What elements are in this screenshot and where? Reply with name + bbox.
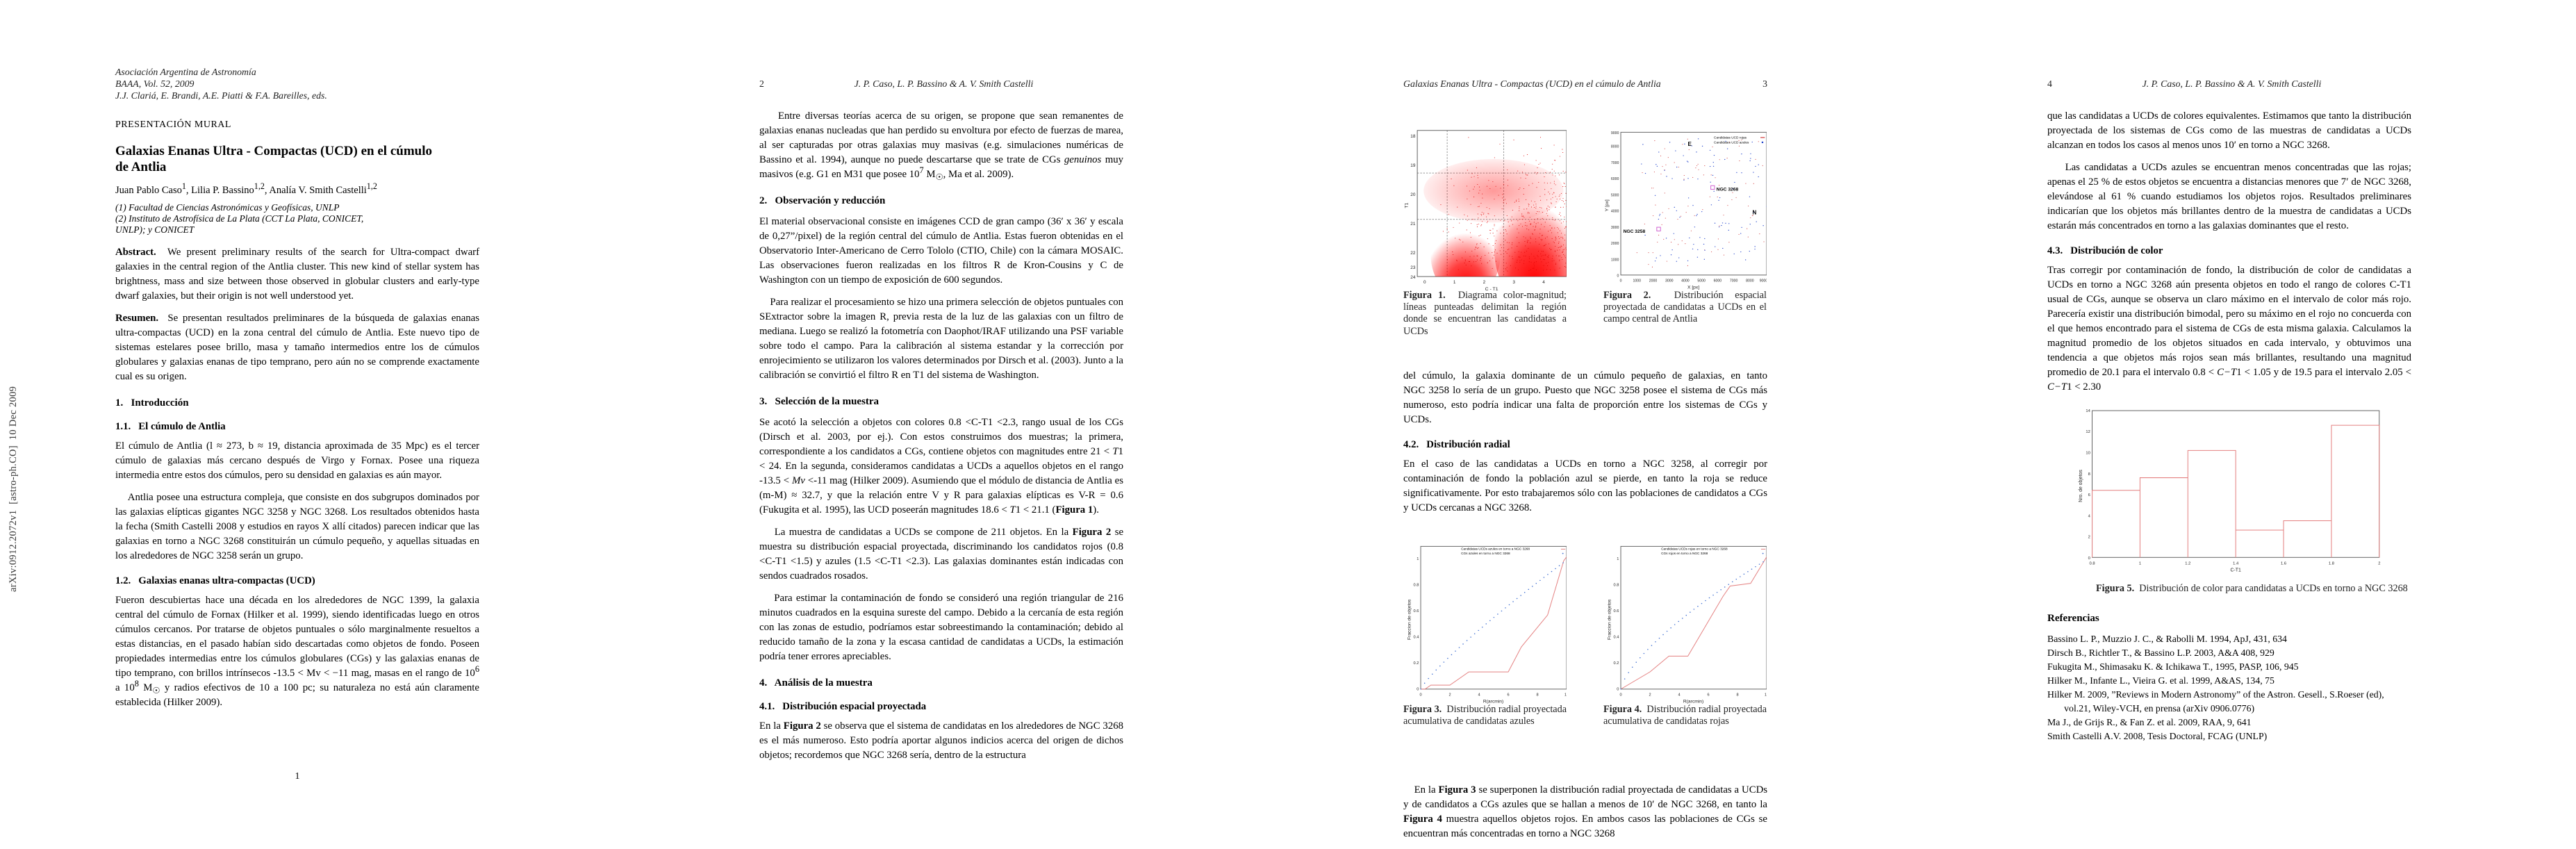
svg-text:5000: 5000	[1697, 279, 1706, 283]
svg-text:0: 0	[1619, 693, 1621, 698]
svg-text:8: 8	[1536, 693, 1538, 698]
svg-text:0: 0	[1617, 274, 1619, 279]
svg-text:C-T1: C-T1	[2231, 568, 2241, 572]
svg-text:2: 2	[1649, 693, 1651, 698]
svg-text:T1: T1	[1404, 202, 1409, 208]
svg-text:3000: 3000	[1665, 279, 1674, 283]
svg-text:14: 14	[2086, 409, 2090, 413]
svg-text:0.8: 0.8	[1414, 584, 1419, 588]
svg-text:1000: 1000	[1633, 279, 1641, 283]
svg-text:1: 1	[1417, 557, 1419, 561]
svg-text:0: 0	[1620, 279, 1622, 283]
svg-text:0.6: 0.6	[1614, 609, 1619, 613]
svg-text:6: 6	[2088, 493, 2090, 497]
svg-text:Fraccion de objetos: Fraccion de objetos	[1407, 599, 1412, 640]
svg-text:4000: 4000	[1611, 210, 1619, 214]
svg-text:3: 3	[1512, 280, 1515, 285]
svg-text:6000: 6000	[1611, 177, 1619, 181]
svg-text:NGC 3258: NGC 3258	[1624, 229, 1646, 234]
svg-text:24: 24	[1410, 275, 1416, 280]
svg-text:0.4: 0.4	[1414, 636, 1419, 640]
svg-text:E: E	[1688, 141, 1692, 147]
svg-text:1: 1	[2139, 561, 2141, 566]
svg-text:20: 20	[1410, 192, 1416, 197]
svg-text:Candidatas UCDs azules en torn: Candidatas UCDs azules en torno a NGC 32…	[1461, 547, 1530, 552]
svg-text:4: 4	[1678, 693, 1680, 698]
svg-text:8000: 8000	[1746, 279, 1754, 283]
svg-text:5000: 5000	[1611, 193, 1619, 197]
svg-text:12: 12	[2086, 430, 2090, 434]
svg-text:0: 0	[1423, 280, 1426, 285]
svg-text:0.8: 0.8	[2090, 561, 2095, 566]
svg-text:0.8: 0.8	[1614, 584, 1619, 588]
svg-text:6: 6	[1707, 693, 1709, 698]
svg-text:1.4: 1.4	[2233, 561, 2239, 566]
svg-text:1: 1	[1617, 557, 1619, 561]
svg-text:7000: 7000	[1730, 279, 1738, 283]
svg-text:7000: 7000	[1611, 161, 1619, 165]
svg-text:2000: 2000	[1649, 279, 1658, 283]
svg-text:10: 10	[2086, 451, 2090, 455]
svg-text:Fraccion de objetos: Fraccion de objetos	[1608, 599, 1612, 640]
svg-text:0.2: 0.2	[1614, 661, 1619, 666]
svg-text:4000: 4000	[1681, 279, 1690, 283]
svg-text:Y [px]: Y [px]	[1605, 199, 1610, 211]
svg-text:Candidates UCD azules: Candidates UCD azules	[1714, 140, 1749, 145]
svg-text:4: 4	[1478, 693, 1480, 698]
svg-text:21: 21	[1410, 222, 1416, 226]
svg-text:3000: 3000	[1611, 226, 1619, 230]
svg-text:8: 8	[1736, 693, 1738, 698]
svg-text:N: N	[1752, 209, 1756, 215]
svg-text:Nro. de objetos: Nro. de objetos	[2079, 470, 2083, 502]
svg-text:Candidatas UCDs rojas en torno: Candidatas UCDs rojas en torno a NGC 326…	[1661, 547, 1728, 552]
svg-text:8: 8	[2088, 472, 2090, 477]
svg-text:0: 0	[1417, 688, 1419, 692]
svg-text:9000: 9000	[1760, 279, 1767, 283]
svg-text:Candidatas UCD rojas: Candidatas UCD rojas	[1714, 135, 1747, 140]
svg-text:2000: 2000	[1611, 242, 1619, 246]
svg-text:6: 6	[1507, 693, 1509, 698]
svg-text:1.2: 1.2	[2185, 561, 2190, 566]
svg-text:18: 18	[1410, 134, 1416, 139]
svg-text:2: 2	[1448, 693, 1451, 698]
svg-text:2: 2	[2378, 561, 2380, 566]
svg-text:1000: 1000	[1611, 258, 1619, 262]
svg-text:1.6: 1.6	[2281, 561, 2286, 566]
svg-text:0.2: 0.2	[1414, 661, 1419, 666]
svg-text:0.6: 0.6	[1414, 609, 1419, 613]
svg-text:0: 0	[2088, 557, 2090, 561]
svg-text:8000: 8000	[1611, 145, 1619, 149]
svg-text:0: 0	[1617, 688, 1619, 692]
svg-text:10: 10	[1564, 693, 1567, 698]
svg-text:NGC 3268: NGC 3268	[1717, 187, 1739, 192]
svg-text:0: 0	[1419, 693, 1421, 698]
svg-text:22: 22	[1410, 251, 1416, 256]
svg-text:1.8: 1.8	[2329, 561, 2334, 566]
svg-text:CGs azules en torno a NGC 3268: CGs azules en torno a NGC 3268	[1461, 552, 1510, 556]
svg-text:1: 1	[1453, 280, 1456, 285]
svg-text:0.4: 0.4	[1614, 636, 1619, 640]
svg-text:23: 23	[1410, 265, 1416, 270]
svg-text:CGs rojos en torno a NGC 3268: CGs rojos en torno a NGC 3268	[1661, 552, 1708, 556]
svg-text:6000: 6000	[1714, 279, 1722, 283]
svg-text:2: 2	[1483, 280, 1486, 285]
svg-text:4: 4	[1542, 280, 1545, 285]
svg-text:10: 10	[1765, 693, 1767, 698]
svg-text:2: 2	[2088, 536, 2090, 540]
svg-text:9000: 9000	[1611, 131, 1619, 135]
svg-text:4: 4	[2088, 514, 2091, 518]
svg-text:19: 19	[1410, 163, 1416, 168]
